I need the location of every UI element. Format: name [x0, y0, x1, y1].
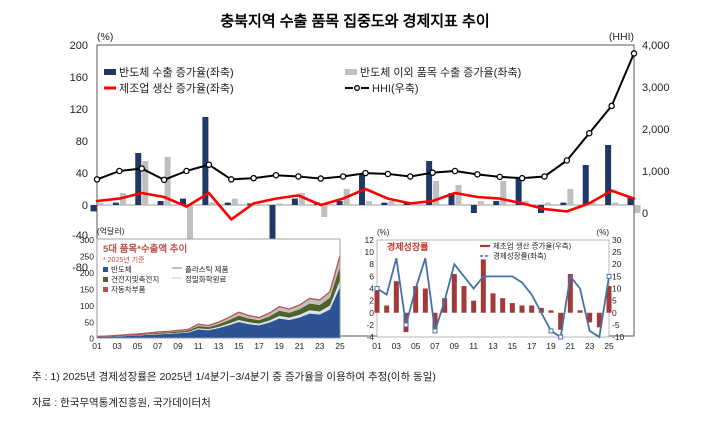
- svg-text:23: 23: [585, 341, 595, 351]
- svg-text:23: 23: [315, 341, 325, 351]
- svg-text:경제성장률: 경제성장률: [387, 241, 428, 252]
- svg-text:11: 11: [469, 341, 478, 351]
- svg-text:15: 15: [234, 341, 244, 351]
- svg-text:25: 25: [612, 247, 622, 257]
- svg-text:0: 0: [82, 200, 88, 212]
- svg-text:12: 12: [365, 235, 375, 245]
- svg-text:20: 20: [612, 259, 622, 269]
- svg-text:경제성장률(좌축): 경제성장률(좌축): [493, 251, 547, 261]
- svg-text:150: 150: [80, 285, 94, 295]
- svg-text:1,000: 1,000: [642, 166, 670, 178]
- svg-text:25: 25: [604, 341, 614, 351]
- svg-text:반도체 이외 품목 수출 증가율(좌축): 반도체 이외 품목 수출 증가율(좌축): [360, 66, 521, 79]
- svg-text:30: 30: [612, 235, 622, 245]
- svg-text:19: 19: [546, 341, 556, 351]
- svg-text:50: 50: [85, 318, 95, 328]
- svg-text:07: 07: [430, 341, 440, 351]
- svg-text:-5: -5: [612, 320, 620, 330]
- svg-text:건전지및축전지: 건전지및축전지: [111, 274, 159, 284]
- svg-text:5: 5: [612, 296, 617, 306]
- svg-text:15: 15: [508, 341, 518, 351]
- svg-text:21: 21: [295, 341, 305, 351]
- svg-text:3,000: 3,000: [642, 82, 670, 94]
- svg-text:(HHI): (HHI): [609, 31, 634, 43]
- svg-text:05: 05: [133, 341, 143, 351]
- svg-text:25: 25: [335, 341, 345, 351]
- svg-text:40: 40: [76, 168, 88, 180]
- svg-text:반도체 수출 증가율(좌축): 반도체 수출 증가율(좌축): [119, 66, 234, 79]
- svg-text:정밀화학원료: 정밀화학원료: [185, 274, 226, 284]
- svg-text:2: 2: [369, 296, 374, 306]
- svg-text:03: 03: [392, 341, 402, 351]
- svg-text:120: 120: [70, 104, 88, 116]
- svg-text:09: 09: [450, 341, 460, 351]
- svg-text:09: 09: [173, 341, 183, 351]
- svg-text:(%): (%): [597, 228, 610, 237]
- svg-text:13: 13: [214, 341, 224, 351]
- svg-text:05: 05: [411, 341, 421, 351]
- svg-text:(억달러): (억달러): [97, 226, 125, 236]
- svg-text:플라스틱 제품: 플라스틱 제품: [185, 264, 229, 274]
- svg-text:반도체: 반도체: [111, 264, 132, 274]
- svg-text:5대 품목*수출액 추이: 5대 품목*수출액 추이: [103, 243, 187, 255]
- svg-text:11: 11: [194, 341, 203, 351]
- svg-text:01: 01: [372, 341, 382, 351]
- svg-text:10: 10: [612, 284, 622, 294]
- svg-text:100: 100: [80, 301, 94, 311]
- svg-text:19: 19: [274, 341, 284, 351]
- svg-text:0: 0: [612, 308, 617, 318]
- svg-text:8: 8: [369, 259, 374, 269]
- svg-text:160: 160: [70, 72, 88, 84]
- svg-text:200: 200: [80, 268, 94, 278]
- svg-text:0: 0: [369, 308, 374, 318]
- svg-text:03: 03: [112, 341, 122, 351]
- svg-text:80: 80: [76, 136, 88, 148]
- svg-text:07: 07: [153, 341, 163, 351]
- svg-text:10: 10: [365, 247, 375, 257]
- svg-text:17: 17: [527, 341, 537, 351]
- svg-text:제조업 생산 증가율(우측): 제조업 생산 증가율(우측): [493, 241, 572, 251]
- svg-text:(%): (%): [97, 31, 113, 43]
- svg-text:0: 0: [642, 208, 648, 220]
- svg-text:2,000: 2,000: [642, 124, 670, 136]
- svg-text:자동차부품: 자동차부품: [111, 285, 146, 294]
- svg-text:250: 250: [80, 252, 94, 262]
- svg-text:-2: -2: [366, 320, 374, 330]
- svg-text:-10: -10: [612, 332, 625, 342]
- svg-text:제조업 생산 증가율(좌축): 제조업 생산 증가율(좌축): [119, 82, 234, 95]
- svg-text:300: 300: [80, 235, 94, 245]
- svg-text:6: 6: [369, 271, 374, 281]
- svg-text:21: 21: [566, 341, 576, 351]
- svg-text:(%): (%): [377, 228, 390, 237]
- svg-text:01: 01: [92, 341, 102, 351]
- svg-text:4,000: 4,000: [642, 40, 670, 52]
- svg-text:HHI(우축): HHI(우축): [372, 82, 419, 95]
- svg-text:* 2025년 기준: * 2025년 기준: [103, 255, 145, 264]
- svg-text:13: 13: [488, 341, 498, 351]
- svg-text:200: 200: [70, 40, 88, 52]
- svg-text:17: 17: [254, 341, 264, 351]
- svg-text:4: 4: [369, 284, 374, 294]
- svg-text:15: 15: [612, 271, 622, 281]
